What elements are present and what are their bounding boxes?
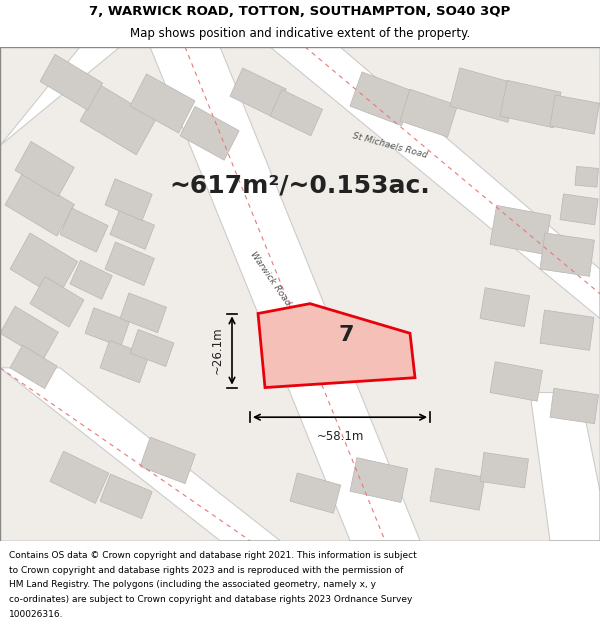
Bar xyxy=(350,72,413,126)
Text: 100026316.: 100026316. xyxy=(9,610,64,619)
Bar xyxy=(50,451,109,503)
Bar xyxy=(500,81,561,128)
Polygon shape xyxy=(150,47,420,541)
Text: ~617m²/~0.153ac.: ~617m²/~0.153ac. xyxy=(170,173,430,197)
Bar xyxy=(560,194,598,225)
Bar xyxy=(490,206,551,254)
Bar xyxy=(10,233,77,298)
Text: ~58.1m: ~58.1m xyxy=(316,430,364,442)
Bar xyxy=(270,89,323,136)
Polygon shape xyxy=(530,392,600,541)
Text: HM Land Registry. The polygons (including the associated geometry, namely x, y: HM Land Registry. The polygons (includin… xyxy=(9,580,376,589)
Bar xyxy=(15,141,74,196)
Bar xyxy=(130,329,174,366)
Bar xyxy=(80,85,156,155)
Bar xyxy=(575,166,598,187)
Bar xyxy=(100,474,152,519)
Bar xyxy=(550,388,598,424)
Bar xyxy=(60,208,108,252)
Bar xyxy=(40,54,103,110)
Bar xyxy=(5,173,74,236)
Bar xyxy=(480,452,529,488)
Bar xyxy=(430,468,485,510)
Bar xyxy=(550,95,599,134)
Bar xyxy=(180,106,239,160)
Text: Map shows position and indicative extent of the property.: Map shows position and indicative extent… xyxy=(130,28,470,40)
Bar xyxy=(490,362,542,401)
Bar xyxy=(120,293,166,333)
Polygon shape xyxy=(0,368,280,541)
Text: 7: 7 xyxy=(339,325,355,345)
Bar xyxy=(0,306,58,359)
Text: ~26.1m: ~26.1m xyxy=(211,327,224,374)
Bar xyxy=(30,276,84,327)
Polygon shape xyxy=(258,304,415,388)
Bar xyxy=(480,288,530,327)
Text: 7, WARWICK ROAD, TOTTON, SOUTHAMPTON, SO40 3QP: 7, WARWICK ROAD, TOTTON, SOUTHAMPTON, SO… xyxy=(89,5,511,18)
Text: to Crown copyright and database rights 2023 and is reproduced with the permissio: to Crown copyright and database rights 2… xyxy=(9,566,403,574)
Bar xyxy=(540,310,594,351)
Bar xyxy=(105,179,152,221)
Bar xyxy=(450,68,518,122)
Bar xyxy=(230,68,286,118)
Text: Contains OS data © Crown copyright and database right 2021. This information is : Contains OS data © Crown copyright and d… xyxy=(9,551,417,560)
Text: St Michaels Road: St Michaels Road xyxy=(352,131,428,160)
Bar xyxy=(85,308,130,347)
Bar xyxy=(290,473,341,513)
Bar xyxy=(70,260,112,299)
Text: Warwick Road: Warwick Road xyxy=(248,250,292,308)
Bar xyxy=(100,341,149,382)
Polygon shape xyxy=(270,47,600,318)
Bar xyxy=(110,211,155,249)
Bar xyxy=(10,345,57,389)
Bar xyxy=(350,458,408,503)
Polygon shape xyxy=(0,47,120,146)
Bar xyxy=(540,233,595,276)
Bar xyxy=(140,438,196,484)
Bar xyxy=(130,74,195,133)
Text: co-ordinates) are subject to Crown copyright and database rights 2023 Ordnance S: co-ordinates) are subject to Crown copyr… xyxy=(9,595,412,604)
Bar xyxy=(105,242,154,286)
Bar xyxy=(400,89,457,137)
